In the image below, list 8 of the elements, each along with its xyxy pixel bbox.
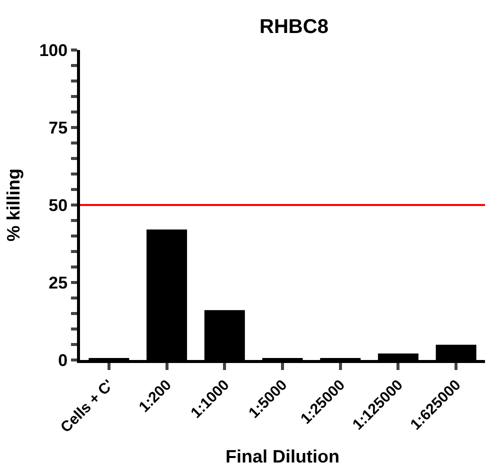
y-tick-label: 100: [39, 40, 68, 60]
y-tick-label: 0: [58, 350, 68, 370]
y-axis-title: % killing: [3, 168, 24, 242]
x-axis-title: Final Dilution: [226, 446, 340, 466]
y-tick-label: 75: [48, 118, 68, 138]
y-tick-label: 25: [48, 273, 68, 292]
y-tick-label: 50: [48, 196, 68, 215]
chart-title: RHBC8: [260, 16, 328, 38]
